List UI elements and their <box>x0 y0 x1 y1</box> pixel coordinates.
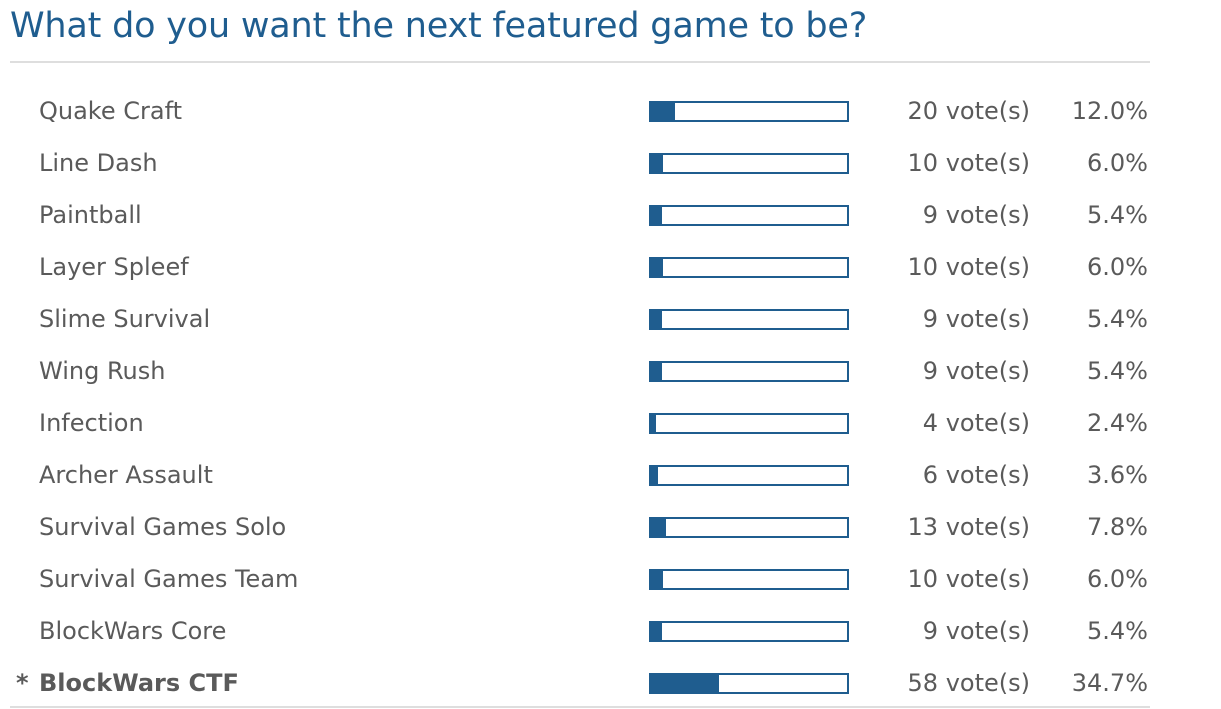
poll-title: What do you want the next featured game … <box>10 6 868 46</box>
vote-bar-fill <box>651 623 662 640</box>
vote-count: 4 vote(s) <box>922 409 1030 437</box>
poll-options-list: Quake Craft 20 vote(s) 12.0% Line Dash 1… <box>10 63 1150 705</box>
vote-percent: 5.4% <box>1087 305 1148 333</box>
poll-option-label: Slime Survival <box>39 305 211 333</box>
poll-option-label: Wing Rush <box>39 357 166 385</box>
poll-option-row: Wing Rush 9 vote(s) 5.4% <box>10 345 1150 397</box>
vote-count: 58 vote(s) <box>907 669 1030 697</box>
vote-count: 10 vote(s) <box>907 149 1030 177</box>
vote-percent: 6.0% <box>1087 149 1148 177</box>
poll-option-label: Archer Assault <box>39 461 213 489</box>
vote-bar <box>649 465 849 486</box>
vote-bar <box>649 673 849 694</box>
vote-count: 9 vote(s) <box>922 305 1030 333</box>
vote-bar <box>649 517 849 538</box>
poll-option-label: Infection <box>39 409 144 437</box>
vote-count: 10 vote(s) <box>907 253 1030 281</box>
vote-bar-fill <box>651 311 662 328</box>
poll-option-label: Line Dash <box>39 149 158 177</box>
vote-percent: 12.0% <box>1071 97 1148 125</box>
poll-option-label: Survival Games Team <box>39 565 299 593</box>
vote-percent: 6.0% <box>1087 253 1148 281</box>
vote-percent: 5.4% <box>1087 617 1148 645</box>
vote-count: 9 vote(s) <box>922 201 1030 229</box>
poll-option-label: Layer Spleef <box>39 253 189 281</box>
poll-option-row: Infection 4 vote(s) 2.4% <box>10 397 1150 449</box>
vote-bar <box>649 309 849 330</box>
vote-count: 20 vote(s) <box>907 97 1030 125</box>
vote-bar <box>649 621 849 642</box>
vote-bar-fill <box>651 207 662 224</box>
vote-bar-fill <box>651 259 663 276</box>
vote-bar <box>649 361 849 382</box>
vote-percent: 2.4% <box>1087 409 1148 437</box>
vote-bar-fill <box>651 363 662 380</box>
winner-marker: * <box>16 669 29 697</box>
vote-bar <box>649 205 849 226</box>
vote-percent: 5.4% <box>1087 201 1148 229</box>
poll-option-label: BlockWars CTF <box>39 669 239 697</box>
poll-option-row: Survival Games Solo 13 vote(s) 7.8% <box>10 501 1150 553</box>
vote-count: 9 vote(s) <box>922 617 1030 645</box>
vote-percent: 3.6% <box>1087 461 1148 489</box>
vote-count: 10 vote(s) <box>907 565 1030 593</box>
poll-option-row: Layer Spleef 10 vote(s) 6.0% <box>10 241 1150 293</box>
poll-option-row: Line Dash 10 vote(s) 6.0% <box>10 137 1150 189</box>
vote-bar-fill <box>651 155 663 172</box>
vote-bar-fill <box>651 519 667 536</box>
vote-bar <box>649 257 849 278</box>
vote-bar-fill <box>651 415 656 432</box>
poll-option-row: BlockWars Core 9 vote(s) 5.4% <box>10 605 1150 657</box>
vote-bar-fill <box>651 571 663 588</box>
poll-option-row: Survival Games Team 10 vote(s) 6.0% <box>10 553 1150 605</box>
vote-bar <box>649 569 849 590</box>
poll-option-row: Archer Assault 6 vote(s) 3.6% <box>10 449 1150 501</box>
vote-bar <box>649 101 849 122</box>
poll-option-row-winner: * BlockWars CTF 58 vote(s) 34.7% <box>10 657 1150 709</box>
poll-option-label: BlockWars Core <box>39 617 227 645</box>
poll-option-row: Quake Craft 20 vote(s) 12.0% <box>10 85 1150 137</box>
poll-option-label: Survival Games Solo <box>39 513 287 541</box>
poll-results: What do you want the next featured game … <box>10 0 1150 708</box>
vote-count: 9 vote(s) <box>922 357 1030 385</box>
poll-option-row: Paintball 9 vote(s) 5.4% <box>10 189 1150 241</box>
vote-percent: 6.0% <box>1087 565 1148 593</box>
vote-bar-fill <box>651 467 659 484</box>
bottom-divider <box>10 706 1150 708</box>
vote-percent: 34.7% <box>1071 669 1148 697</box>
vote-bar-fill <box>651 103 675 120</box>
vote-count: 13 vote(s) <box>907 513 1030 541</box>
vote-percent: 7.8% <box>1087 513 1148 541</box>
vote-bar <box>649 153 849 174</box>
poll-option-label: Paintball <box>39 201 142 229</box>
title-divider <box>10 61 1150 63</box>
vote-bar-fill <box>651 675 719 692</box>
poll-option-label: Quake Craft <box>39 97 183 125</box>
vote-count: 6 vote(s) <box>922 461 1030 489</box>
vote-bar <box>649 413 849 434</box>
vote-percent: 5.4% <box>1087 357 1148 385</box>
poll-option-row: Slime Survival 9 vote(s) 5.4% <box>10 293 1150 345</box>
